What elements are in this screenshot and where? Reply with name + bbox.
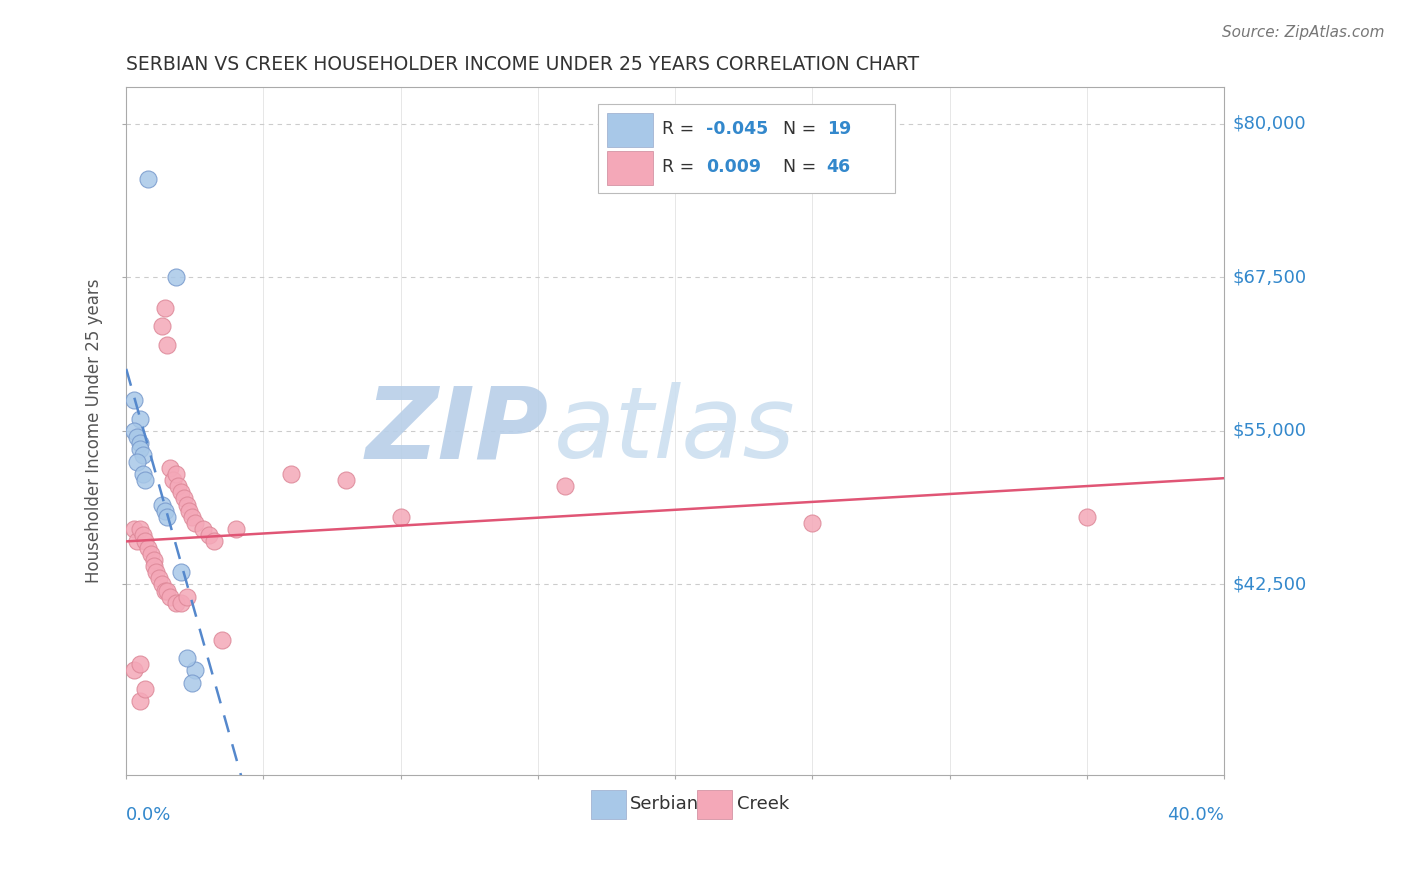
Point <box>129 442 152 457</box>
Text: R =: R = <box>662 120 700 138</box>
Text: Serbians: Serbians <box>630 796 709 814</box>
Point <box>211 632 233 647</box>
Text: N =: N = <box>783 158 821 177</box>
Point <box>170 596 193 610</box>
Point <box>176 651 198 665</box>
Point <box>131 528 153 542</box>
Point <box>127 454 149 468</box>
Point <box>145 565 167 579</box>
Y-axis label: Householder Income Under 25 years: Householder Income Under 25 years <box>86 278 103 583</box>
Point <box>131 449 153 463</box>
Point <box>124 664 146 678</box>
Text: -0.045: -0.045 <box>706 120 768 138</box>
Point <box>170 485 193 500</box>
Text: $42,500: $42,500 <box>1233 575 1306 593</box>
Point <box>124 424 146 438</box>
Text: SERBIAN VS CREEK HOUSEHOLDER INCOME UNDER 25 YEARS CORRELATION CHART: SERBIAN VS CREEK HOUSEHOLDER INCOME UNDE… <box>127 55 920 74</box>
Point <box>156 509 179 524</box>
Point <box>165 596 187 610</box>
Text: Creek: Creek <box>737 796 789 814</box>
Text: 40.0%: 40.0% <box>1167 805 1225 823</box>
FancyBboxPatch shape <box>591 790 626 819</box>
Point <box>1076 509 1098 524</box>
Text: $55,000: $55,000 <box>1233 422 1306 440</box>
Text: $67,500: $67,500 <box>1233 268 1306 286</box>
Point <box>156 338 179 352</box>
Point <box>129 436 152 450</box>
Text: $80,000: $80,000 <box>1233 115 1306 133</box>
Point <box>225 522 247 536</box>
Point <box>156 583 179 598</box>
Point <box>197 528 219 542</box>
Text: R =: R = <box>662 158 700 177</box>
Point <box>139 547 162 561</box>
Text: 46: 46 <box>827 158 851 177</box>
Point <box>150 498 173 512</box>
Point <box>554 479 576 493</box>
Point <box>167 479 190 493</box>
Point <box>148 571 170 585</box>
Point <box>153 504 176 518</box>
Point <box>184 664 207 678</box>
Point <box>124 393 146 408</box>
Point <box>181 509 204 524</box>
Point <box>129 657 152 672</box>
Text: 19: 19 <box>827 120 851 138</box>
Point <box>127 430 149 444</box>
Point <box>124 522 146 536</box>
Point <box>162 473 184 487</box>
Point <box>170 565 193 579</box>
Point <box>129 522 152 536</box>
Point <box>159 590 181 604</box>
Point <box>176 498 198 512</box>
Point <box>176 590 198 604</box>
Point <box>202 534 225 549</box>
Point <box>165 270 187 285</box>
Point <box>127 534 149 549</box>
Point <box>142 553 165 567</box>
Point <box>159 460 181 475</box>
FancyBboxPatch shape <box>607 113 654 146</box>
Text: 0.0%: 0.0% <box>127 805 172 823</box>
Point <box>153 301 176 315</box>
Point <box>134 534 156 549</box>
Point <box>191 522 214 536</box>
Text: N =: N = <box>783 120 821 138</box>
Text: atlas: atlas <box>554 383 796 479</box>
Point <box>280 467 302 481</box>
Point <box>129 694 152 708</box>
Text: Source: ZipAtlas.com: Source: ZipAtlas.com <box>1222 25 1385 40</box>
Text: ZIP: ZIP <box>366 383 548 479</box>
Text: 0.009: 0.009 <box>706 158 761 177</box>
Point <box>181 675 204 690</box>
Point <box>153 583 176 598</box>
Point <box>142 558 165 573</box>
Point <box>134 681 156 696</box>
Point <box>179 504 201 518</box>
Point <box>184 516 207 530</box>
FancyBboxPatch shape <box>599 104 894 194</box>
Point <box>165 467 187 481</box>
Point <box>150 577 173 591</box>
Point <box>136 541 159 555</box>
Point <box>335 473 357 487</box>
Point <box>389 509 412 524</box>
Point <box>131 467 153 481</box>
Point <box>173 491 195 506</box>
Point <box>129 411 152 425</box>
FancyBboxPatch shape <box>697 790 733 819</box>
Point <box>136 172 159 186</box>
Point <box>801 516 824 530</box>
FancyBboxPatch shape <box>607 151 654 185</box>
Point <box>150 319 173 334</box>
Point <box>134 473 156 487</box>
